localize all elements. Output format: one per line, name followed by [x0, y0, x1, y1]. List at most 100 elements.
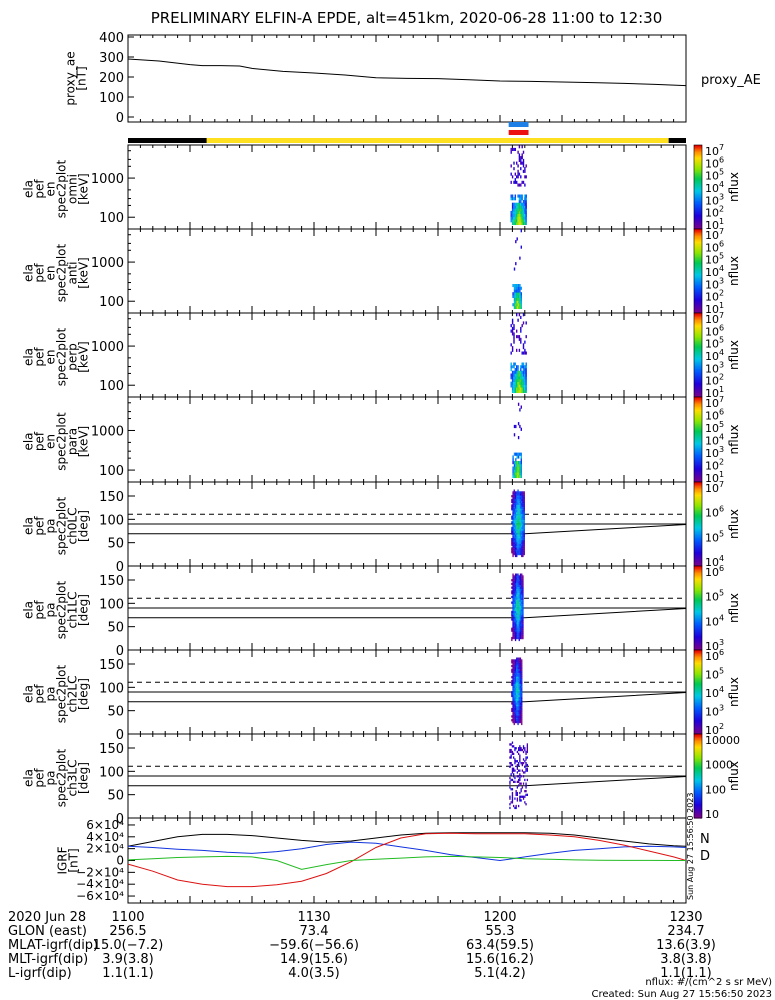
energy-panel-2-colorbar-seg [694, 350, 702, 353]
pa-panel-0-cell [518, 491, 520, 494]
pa-panel-0-cell [513, 551, 515, 554]
pa-panel-2-cell [521, 709, 523, 712]
pa-panel-3-cell [519, 799, 521, 802]
energy-panel-0-cell [511, 205, 514, 209]
energy-panel-3-cell [520, 405, 522, 409]
pa-panel-2-cell [519, 683, 522, 686]
pa-panel-2-cell [512, 709, 514, 712]
pa-panel-1-cell [516, 590, 518, 593]
pa-panel-0-cell [511, 532, 513, 535]
pa-panel-0-cell [516, 538, 518, 541]
proxy-ae-ytick-label: 400 [99, 31, 124, 46]
energy-panel-2-cell [510, 384, 512, 388]
pa-panel-2-colorbar-tick: 104 [705, 685, 724, 700]
pa-panel-2-ytick-label: 0 [116, 728, 124, 743]
pa-panel-0-cell [512, 513, 514, 516]
pa-panel-3-cell [516, 775, 518, 778]
pa-panel-3-cell [519, 778, 521, 782]
energy-panel-0-colorbar-seg [694, 145, 702, 147]
pa-panel-1-colorbar-seg [694, 622, 702, 624]
pa-panel-2-cell [513, 685, 515, 688]
pa-panel-2-cell [513, 704, 515, 707]
pa-panel-0-cell [513, 491, 515, 494]
pa-panel-3-ytick-label: 50 [107, 789, 124, 804]
energy-panel-1-cell [520, 229, 522, 233]
energy-panel-1-colorbar-seg [694, 266, 702, 269]
energy-panel-3-colorbar-seg [694, 459, 702, 462]
pa-panel-2-cell [511, 709, 513, 712]
energy-panel-3-cell [515, 461, 517, 465]
energy-panel-2-cell [516, 387, 518, 391]
energy-panel-0-ylabel-5: [keV] [77, 173, 91, 204]
pa-panel-2-cell [511, 679, 513, 683]
pa-panel-1-cell [516, 580, 518, 584]
pa-panel-2-cell [519, 666, 522, 670]
energy-panel-2-cell [520, 376, 522, 380]
energy-panel-0-cell [524, 213, 526, 217]
pa-panel-2-colorbar-seg [694, 707, 702, 710]
pa-panel-1-colorbar-seg [694, 567, 702, 570]
energy-panel-0-cell [517, 213, 519, 217]
pa-panel-1-cell [522, 612, 524, 615]
pa-panel-0-cell [517, 545, 519, 548]
energy-panel-1-colorbar-seg [694, 290, 702, 293]
pa-panel-2-cell [517, 676, 519, 679]
pa-panel-0-cell [516, 493, 518, 496]
energy-panel-3-ylabel-4: para [66, 428, 80, 455]
pa-panel-3-cell [510, 773, 512, 776]
pa-panel-0-cell [523, 524, 525, 528]
pa-panel-2-colorbar-seg [694, 699, 702, 701]
pa-panel-1-cell [517, 620, 519, 623]
energy-panel-0-cell [525, 221, 527, 225]
pa-panel-2-cell [514, 717, 517, 720]
pa-panel-1-colorbar-seg [694, 640, 702, 643]
pa-panel-1-cell [518, 605, 520, 608]
pa-panel-3-cell [513, 780, 515, 783]
energy-panel-0-colorbar-seg [694, 149, 702, 152]
energy-panel-0-colorbar-tick: 102 [705, 205, 724, 220]
pa-panel-1-cell [514, 590, 517, 593]
pa-panel-2-cell [521, 681, 523, 684]
pa-panel-0-colorbar-seg [694, 552, 702, 554]
energy-panel-1-colorbar-seg [694, 241, 702, 244]
energy-panel-3-ylabel-3: spec2plot [55, 412, 69, 471]
energy-panel-1-colorbar-seg [694, 299, 702, 301]
pa-panel-1-cell [518, 592, 520, 595]
pa-panel-1-cell [512, 625, 514, 628]
pa-panel-1-cell [513, 616, 515, 619]
energy-panel-1-cell [513, 294, 516, 298]
energy-panel-1-cell [513, 297, 516, 301]
pa-panel-0-cell [511, 515, 513, 518]
pa-panel-1-cell [516, 627, 518, 630]
energy-panel-0-cell [525, 202, 527, 206]
igrf-legend-d: D [700, 849, 710, 864]
energy-panel-2-colorbar-seg [694, 321, 702, 324]
pa-panel-2-cell [514, 668, 517, 671]
pa-panel-0-cell [516, 495, 518, 498]
pa-panel-0-cell [512, 493, 514, 496]
pa-panel-0-cell [523, 538, 525, 541]
pa-panel-0-cell [513, 524, 515, 528]
pa-panel-2-cell [521, 719, 523, 722]
energy-panel-0-colorbar-seg [694, 223, 702, 226]
pa-panel-0-cell [512, 530, 514, 533]
energy-panel-1-ytick-label: 100 [99, 295, 124, 310]
pa-panel-3-cell [510, 788, 512, 791]
pa-panel-2-colorbar-seg [694, 650, 702, 652]
energy-panel-0-colorbar-seg [694, 208, 702, 210]
energy-panel-3-cell [520, 472, 522, 476]
pa-panel-2-cell [516, 668, 518, 671]
pa-panel-2-cell [518, 709, 520, 712]
energy-panel-0-cell [516, 175, 518, 179]
energy-panel-2-cell [524, 378, 526, 382]
pa-panel-0-colorbar-seg [694, 556, 702, 559]
energy-panel-0-cell [520, 208, 522, 212]
pa-panel-2-cell [521, 694, 523, 698]
pa-panel-2-cell [518, 702, 520, 705]
pa-panel-2-cell [512, 696, 514, 699]
pa-panel-0-cell [513, 489, 515, 492]
energy-panel-1-colorbar-seg [694, 240, 702, 243]
pa-panel-3-cell [509, 806, 511, 810]
pa-panel-0-cell [512, 532, 514, 535]
pa-panel-1-cell [511, 592, 513, 595]
